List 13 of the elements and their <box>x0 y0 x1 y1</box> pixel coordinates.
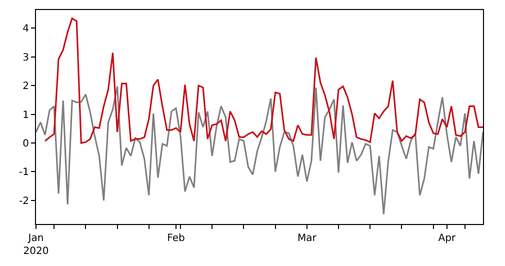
y-tick-label: -2 <box>19 196 29 207</box>
y-tick-label: 3 <box>22 52 29 64</box>
y-tick-label: 4 <box>22 24 29 35</box>
line-series <box>36 86 483 216</box>
y-tick-label: 0 <box>22 138 29 150</box>
y-tick-label: 2 <box>22 81 29 92</box>
x-tick-label: Mar <box>297 233 318 244</box>
x-tick-label: Jan 2020 <box>23 233 49 257</box>
y-tick-label: 1 <box>22 110 29 121</box>
x-tick-label: Apr <box>438 233 456 244</box>
y-tick-label: -1 <box>19 167 29 178</box>
x-tick-label: Feb <box>167 233 185 244</box>
line-series <box>44 18 483 144</box>
